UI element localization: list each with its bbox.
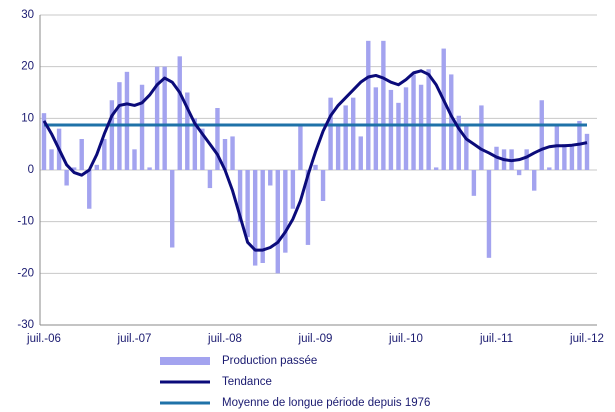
bar [373,87,379,170]
bar [320,170,326,201]
bar [479,105,484,170]
bar [64,170,69,186]
trend-line [42,69,588,252]
bar [328,97,333,170]
bar [207,170,213,189]
x-tick-label: juil.-12 [569,333,604,345]
bar [79,139,84,170]
bar [411,74,416,170]
bar [268,170,273,186]
y-tick-label: -10 [17,216,34,228]
y-tick-label: 30 [21,9,34,21]
bar [584,133,590,170]
bar [215,108,220,170]
legend-label: Moyenne de longue période depuis 1976 [222,397,430,409]
bar [185,92,190,170]
x-tick-label: juil.-09 [298,333,333,345]
bar [539,100,544,170]
y-tick-label: 20 [21,61,34,73]
bar [132,149,137,170]
bar [94,164,99,170]
bar [139,84,145,170]
legend-swatch [160,357,210,365]
y-tick-label: 0 [28,164,34,176]
bar [170,170,175,248]
bar [547,167,552,170]
bar [71,167,77,170]
bar [109,100,115,170]
bar [283,170,288,253]
x-tick-label: juil.-07 [117,333,152,345]
bar [524,149,529,170]
bar [230,136,235,170]
bar [449,74,454,170]
bar [102,139,107,170]
bar [433,167,439,170]
bar [252,170,258,266]
bar [305,170,311,245]
bar [403,87,409,170]
bar [87,170,92,209]
bar [471,170,477,196]
bar [486,170,492,258]
bar [41,113,47,170]
x-tick-label: juil.-11 [479,333,513,345]
bar [388,89,394,170]
bar [343,105,348,170]
bar [569,144,575,170]
y-tick-label: -30 [17,319,34,331]
bar [298,126,303,170]
bar [464,123,469,170]
bar [290,170,296,209]
legend-label: Tendance [222,376,272,388]
x-tick-label: juil.-06 [26,333,61,345]
bar [426,69,431,170]
bar [49,149,54,170]
bar [562,144,567,170]
x-tick-label: juil.-08 [207,333,242,345]
bar [335,123,341,170]
bar [418,84,424,170]
bar [260,170,265,263]
bar [275,170,280,274]
bar [147,167,152,170]
bar [456,115,461,170]
x-tick-label: juil.-10 [388,333,423,345]
bar [222,139,228,170]
legend-label: Production passée [222,355,317,367]
bar [351,97,356,170]
y-tick-label: -20 [17,267,34,279]
bar [554,126,560,170]
bar [162,66,167,170]
bar [237,170,243,222]
y-tick-label: 10 [21,112,34,124]
bar [366,40,371,171]
bar [313,164,318,170]
bar [396,102,401,170]
bar [532,170,537,191]
bar [381,40,386,171]
bar [441,48,446,171]
bar [177,56,182,171]
bar [192,118,198,170]
bar [200,128,205,170]
bar [358,136,363,170]
bar [154,66,160,170]
bar [124,71,130,170]
bar [516,170,522,176]
bar [245,170,250,238]
